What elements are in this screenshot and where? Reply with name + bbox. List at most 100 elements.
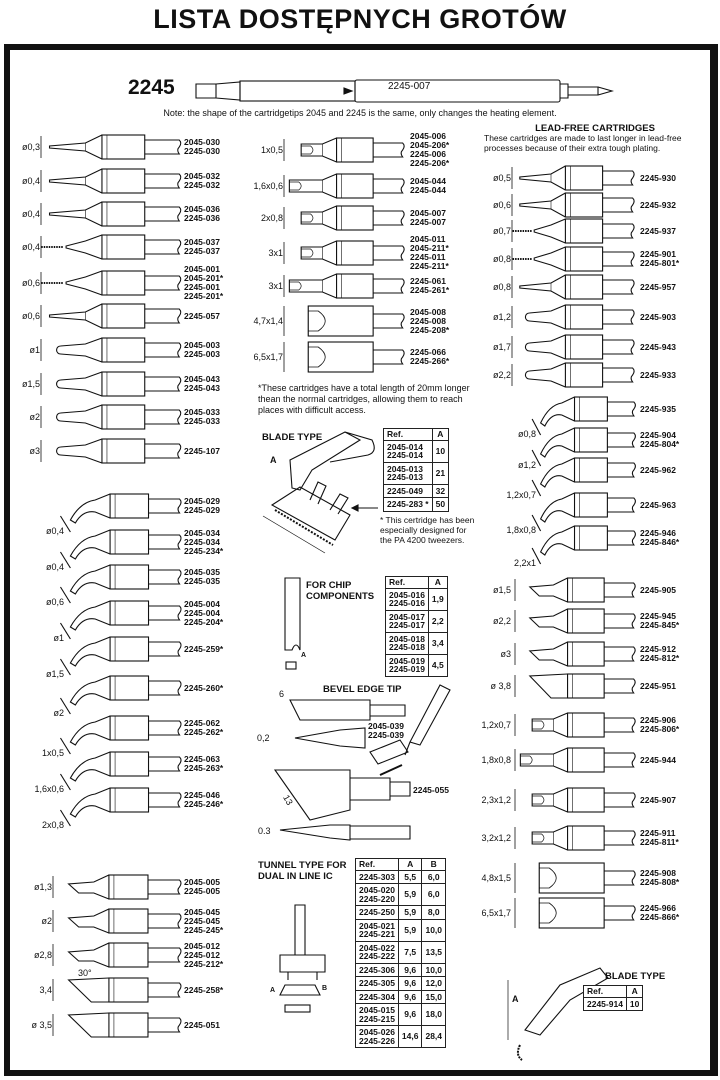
part-number: 2245-866* — [640, 912, 680, 922]
part-number: 2245-234* — [184, 545, 224, 556]
ref-code: 2245-306 — [359, 964, 395, 975]
tip-part-numbers: 2245-904 2245-804* — [640, 431, 679, 449]
value-b-cell: 10,0 — [421, 918, 447, 942]
tip-part-numbers: 2045-034 2245-034 2245-234* — [184, 528, 224, 556]
ref-code: 2045-019 — [389, 655, 425, 666]
right-blade-type-title: BLADE TYPE — [605, 971, 666, 982]
value-a-cell: 9,6 — [397, 962, 423, 977]
tip-part-numbers: 2245-907 — [640, 794, 676, 805]
ref-cell: 2045-013 2245-013 — [383, 461, 433, 485]
ref-cell: 2045-021 2245-221 — [355, 918, 399, 942]
part-number: 2245-962 — [640, 464, 676, 475]
table-row: 2245-914 10 — [583, 996, 644, 1011]
part-number: 2245-259* — [184, 643, 224, 654]
lead-free-description: These cartridges are made to last longer… — [484, 133, 682, 153]
value-b-cell: 12,0 — [421, 976, 447, 991]
value-b-cell: 6,0 — [421, 869, 447, 884]
ref-code: 2045-014 — [387, 441, 423, 452]
part-number: 2245-246* — [184, 799, 224, 809]
column-header: Ref. — [355, 858, 399, 871]
bevel-edge-title: BEVEL EDGE TIP — [323, 684, 402, 695]
ref-code: 2045-016 — [389, 589, 425, 600]
column-header: Ref. — [385, 576, 429, 589]
tip-part-numbers: 2245-046 2245-246* — [184, 791, 223, 809]
ref-cell: 2045-022 2245-222 — [355, 940, 399, 964]
part-number: 2245-055 — [413, 785, 449, 795]
part-number: 2245-258* — [184, 984, 224, 995]
tip-part-numbers: 2245-946 2245-846* — [640, 529, 679, 547]
tip-dimension: 4,8x1,5 — [481, 873, 511, 883]
tip-dimension: ø1,2 — [492, 312, 511, 322]
part-number: 2245-006 — [410, 149, 446, 159]
table-row: 2045-021 2245-221 5,9 10,0 — [355, 918, 447, 942]
ref-code: 2245-018 — [389, 642, 425, 652]
tip-dimension: 1,8x0,8 — [506, 525, 536, 535]
part-number: 2245-945 — [640, 611, 676, 621]
table-header-row: Ref. A B — [355, 858, 447, 871]
tip-dimension: ø2 — [53, 708, 64, 718]
tip-dimension: ø2 — [41, 916, 52, 926]
tip-part-numbers: 2045-032 2245-032 — [184, 172, 220, 190]
value-a-cell: 9,6 — [397, 1003, 423, 1026]
part-number: 2245-966 — [640, 903, 676, 913]
part-number: 2245-245* — [184, 924, 224, 935]
table-header-row: Ref. A — [583, 985, 644, 998]
value-a-cell: 9,6 — [397, 989, 423, 1004]
part-number: 2045-211* — [410, 243, 449, 253]
tip-part-numbers: 2245-935 — [640, 404, 676, 414]
tunnel-type-table: Ref. A B 2245-303 5,5 6,0 2045-020 2245-220 5,9 6… — [355, 858, 447, 1048]
ref-code: 2245-016 — [389, 598, 425, 608]
part-number: 2245-212* — [184, 958, 224, 969]
value-a-cell: 2,2 — [427, 609, 448, 633]
right-blade-type-table: Ref. A 2245-914 10 — [583, 985, 644, 1011]
part-number: 2245-804* — [640, 439, 680, 449]
tip-dimension: 2x0,8 — [41, 820, 64, 830]
tip-part-numbers: 2245-911 2245-811* — [640, 829, 679, 847]
part-number: 2245-033 — [184, 416, 220, 426]
tip-part-numbers: 2245-107 — [184, 445, 220, 456]
tip-dimension: ø3 — [29, 446, 40, 456]
blade-type-title: BLADE TYPE — [262, 432, 323, 443]
tip-dimension: 3x1 — [268, 248, 283, 258]
ref-cell: 2045-018 2245-018 — [385, 631, 429, 655]
model-number: 2245 — [128, 76, 175, 99]
value-a-cell: 5,9 — [397, 918, 423, 942]
tip-part-numbers: 2245-259* — [184, 643, 224, 654]
tip-part-numbers: 2045-035 2245-035 — [184, 568, 220, 586]
tip-part-numbers: 2045-033 2245-033 — [184, 408, 220, 426]
value-a-cell: 10 — [431, 439, 450, 463]
tip-part-numbers: 2245-906 2245-806* — [640, 716, 679, 734]
ref-code: 2245-304 — [359, 991, 395, 1002]
long-cartridge-footnote: *These cartridges have a total length of… — [258, 383, 470, 415]
part-number: 2245-001 — [184, 282, 220, 292]
part-number: 2245-846* — [640, 537, 680, 547]
part-number: 2245-201* — [184, 291, 224, 301]
tip-dimension: ø1,2 — [517, 460, 536, 470]
table-row: 2045-013 2245-013 21 — [383, 461, 450, 485]
column-header: A — [397, 858, 423, 871]
tip-dimension: 1x0,5 — [41, 748, 64, 758]
part-number: 2045-035 — [184, 567, 220, 577]
tip-dimension: ø0,8 — [517, 429, 536, 439]
part-number: 2245-951 — [640, 680, 676, 691]
tip-part-numbers: 2245-062 2245-262* — [184, 719, 223, 737]
tip-dimension: 1,2x0,7 — [506, 490, 536, 500]
column-header: A — [427, 576, 448, 589]
ref-code: 2245-019 — [389, 664, 425, 674]
ref-code: 2245-014 — [387, 450, 423, 460]
tip-dimension: ø1,5 — [45, 669, 64, 679]
value-a-cell: 3,4 — [427, 631, 448, 655]
part-number: 2045-030 — [184, 137, 220, 147]
part-number: 2245-034 — [184, 536, 220, 547]
part-number: 2045-008 — [410, 306, 446, 317]
chip-components-table: Ref. A 2045-016 2245-016 1,9 2045-017 2245-017… — [385, 576, 448, 677]
blade-type-note: * This certridge has been especially des… — [380, 515, 475, 545]
part-number: 2245-107 — [184, 445, 220, 456]
part-number: 2245-907 — [640, 794, 676, 805]
tip-dimension: ø1 — [53, 633, 64, 643]
value-a-cell: 21 — [431, 461, 450, 485]
value-b-cell: 15,0 — [421, 989, 447, 1004]
part-number: 2245-905 — [640, 584, 676, 595]
ref-code: 2245-049 — [387, 485, 423, 496]
part-number: 2245-263* — [184, 763, 224, 773]
